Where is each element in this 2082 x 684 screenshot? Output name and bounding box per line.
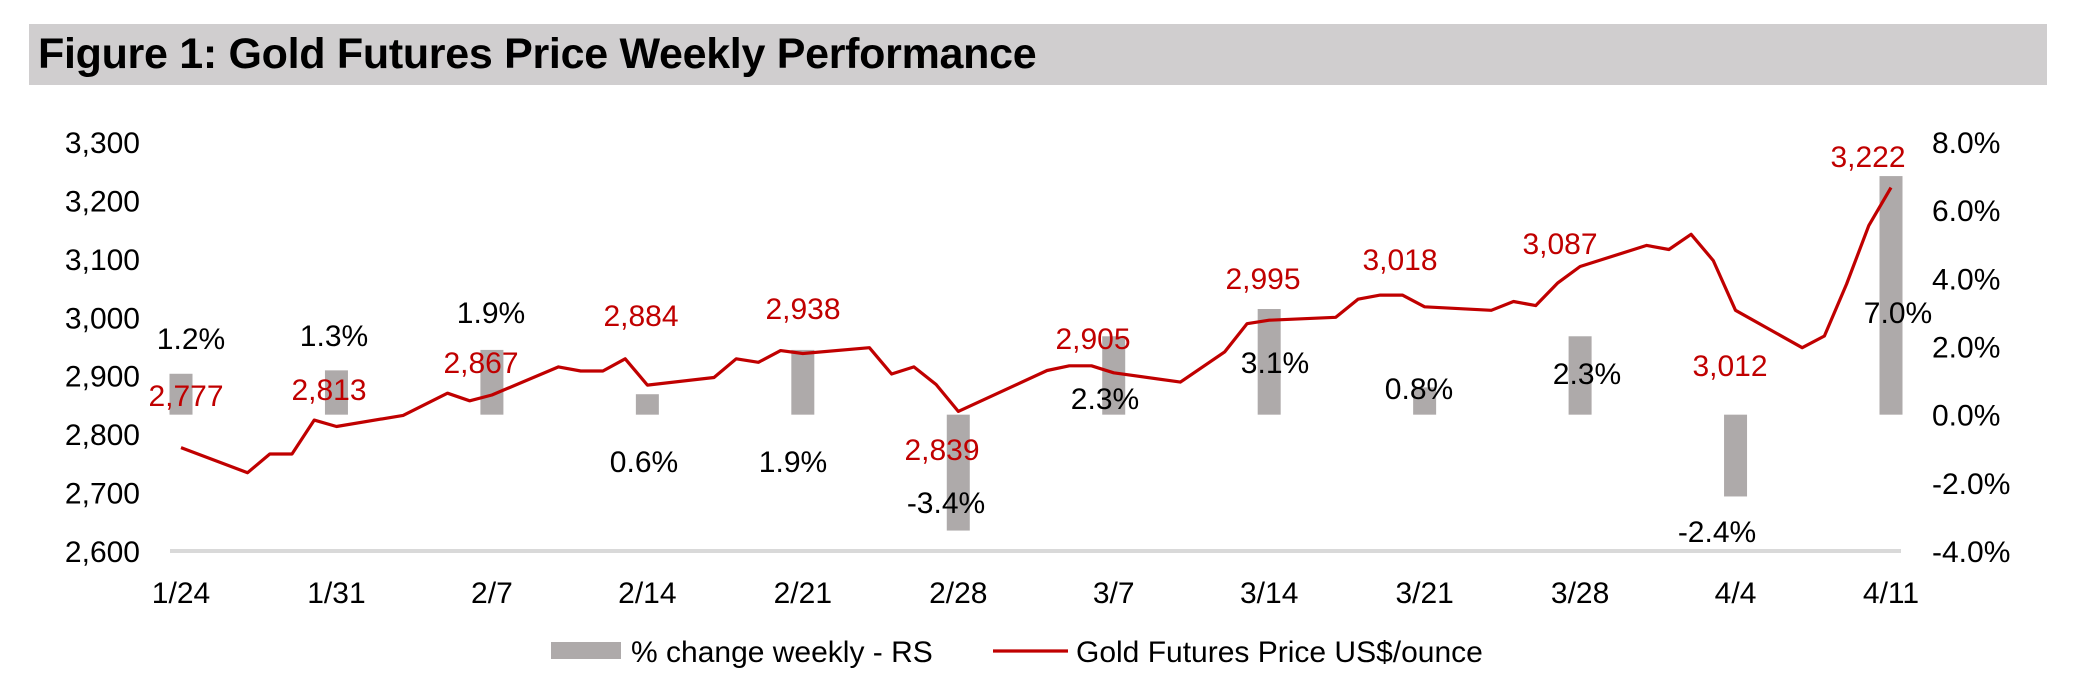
left-axis-tick-label: 3,000 xyxy=(65,302,140,335)
right-axis-tick-label: 8.0% xyxy=(1932,127,2000,160)
chart-title: Figure 1: Gold Futures Price Weekly Perf… xyxy=(38,30,1037,78)
x-axis-tick-label: 4/4 xyxy=(1715,577,1757,610)
legend-line-label: Gold Futures Price US$/ounce xyxy=(1076,636,1483,669)
price-data-label: 2,938 xyxy=(765,293,840,326)
price-data-label: 3,012 xyxy=(1692,350,1767,383)
bar-data-label: -2.4% xyxy=(1678,516,1756,549)
title-bar: Figure 1: Gold Futures Price Weekly Perf… xyxy=(29,24,2047,85)
x-axis-tick-label: 2/14 xyxy=(618,577,676,610)
left-axis-tick-label: 3,100 xyxy=(65,244,140,277)
legend-bar-swatch xyxy=(551,642,621,659)
bar-weekly-change xyxy=(1724,414,1748,497)
left-axis-tick-label: 2,900 xyxy=(65,361,140,394)
bar-data-label: 1.9% xyxy=(457,297,525,330)
bar-data-label: 7.0% xyxy=(1864,297,1932,330)
bar-weekly-change xyxy=(791,349,815,415)
x-axis-tick-label: 1/24 xyxy=(152,577,210,610)
bar-data-label: 0.6% xyxy=(610,446,678,479)
left-axis-tick-label: 3,200 xyxy=(65,185,140,218)
bar-weekly-change xyxy=(324,370,348,415)
bar-weekly-change xyxy=(635,394,659,415)
bar-weekly-change xyxy=(1102,336,1126,415)
price-data-label: 3,087 xyxy=(1522,228,1597,261)
bar-weekly-change xyxy=(1413,387,1437,415)
bar-weekly-change xyxy=(480,349,504,415)
price-data-label: 2,905 xyxy=(1055,323,1130,356)
x-axis-tick-label: 2/7 xyxy=(471,577,513,610)
x-axis-tick-label: 2/28 xyxy=(929,577,987,610)
bar-data-label: 1.3% xyxy=(300,320,368,353)
bar-data-label: 3.1% xyxy=(1241,347,1309,380)
right-axis-tick-label: 4.0% xyxy=(1932,263,2000,296)
price-data-label: 2,777 xyxy=(148,380,223,413)
bar-data-label: 1.9% xyxy=(759,446,827,479)
right-axis-tick-label: 0.0% xyxy=(1932,400,2000,433)
price-data-label: 3,222 xyxy=(1830,141,1905,174)
price-data-label: 2,813 xyxy=(291,374,366,407)
bar-data-label: 2.3% xyxy=(1071,383,1139,416)
price-data-label: 2,867 xyxy=(443,347,518,380)
price-data-label: 2,839 xyxy=(904,434,979,467)
right-axis-tick-label: 2.0% xyxy=(1932,332,2000,365)
right-axis-tick-label: -4.0% xyxy=(1932,536,2010,569)
bar-data-label: -3.4% xyxy=(907,487,985,520)
bar-data-label: 1.2% xyxy=(157,323,225,356)
left-axis-tick-label: 2,600 xyxy=(65,536,140,569)
bar-data-label: 2.3% xyxy=(1553,358,1621,391)
x-axis-tick-label: 3/7 xyxy=(1093,577,1135,610)
price-data-label: 2,995 xyxy=(1225,263,1300,296)
bar-weekly-change xyxy=(946,414,970,531)
right-axis-tick-label: 6.0% xyxy=(1932,195,2000,228)
bar-weekly-change xyxy=(169,373,193,415)
bar-weekly-change xyxy=(1568,336,1592,415)
x-axis-tick-label: 3/21 xyxy=(1395,577,1453,610)
x-axis-tick-label: 1/31 xyxy=(307,577,365,610)
price-data-label: 3,018 xyxy=(1362,244,1437,277)
x-axis-tick-label: 2/21 xyxy=(774,577,832,610)
left-axis-tick-label: 3,300 xyxy=(65,127,140,160)
x-axis-tick-label: 3/14 xyxy=(1240,577,1298,610)
bar-weekly-change xyxy=(1257,309,1281,415)
bar-data-label: 0.8% xyxy=(1385,373,1453,406)
left-axis-tick-label: 2,700 xyxy=(65,478,140,511)
price-data-label: 2,884 xyxy=(603,300,678,333)
bar-weekly-change xyxy=(1879,176,1903,415)
legend-bar-label: % change weekly - RS xyxy=(631,636,933,669)
x-axis-tick-label: 3/28 xyxy=(1551,577,1609,610)
gold-price-line xyxy=(180,186,1893,475)
left-axis-tick-label: 2,800 xyxy=(65,419,140,452)
x-axis-tick-label: 4/11 xyxy=(1863,577,1919,610)
right-axis-tick-label: -2.0% xyxy=(1932,468,2010,501)
